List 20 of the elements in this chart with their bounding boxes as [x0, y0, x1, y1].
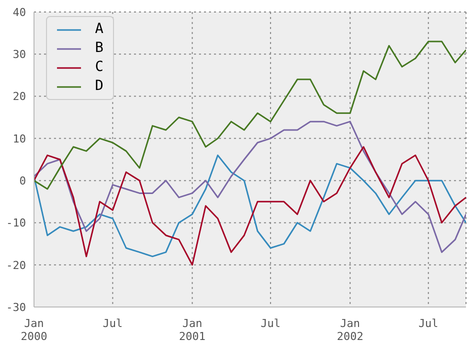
legend-label: A [95, 20, 104, 39]
y-tick-label: -10 [6, 216, 26, 230]
legend-label: B [95, 39, 104, 58]
line-series [34, 120, 466, 253]
x-tick-label: Jan 2000 [20, 317, 48, 343]
line-series [34, 40, 466, 190]
y-tick-label: 0 [19, 174, 26, 188]
y-tick-label: -30 [6, 300, 26, 314]
y-tick-label: 20 [12, 90, 26, 104]
y-tick-label: 10 [12, 132, 26, 146]
y-tick-label: -20 [6, 258, 26, 272]
y-tick-label: 40 [12, 6, 26, 19]
x-tick-label: Jan 2002 [336, 317, 364, 343]
x-tick-label: Jul [260, 317, 280, 330]
x-tick-label: Jul [418, 317, 438, 330]
x-tick-label: Jul [102, 317, 123, 330]
x-tick-label: Jan 2001 [179, 317, 206, 343]
legend-label: D [95, 77, 104, 96]
y-tick-label: 30 [12, 48, 26, 62]
legend-label: C [95, 58, 104, 77]
